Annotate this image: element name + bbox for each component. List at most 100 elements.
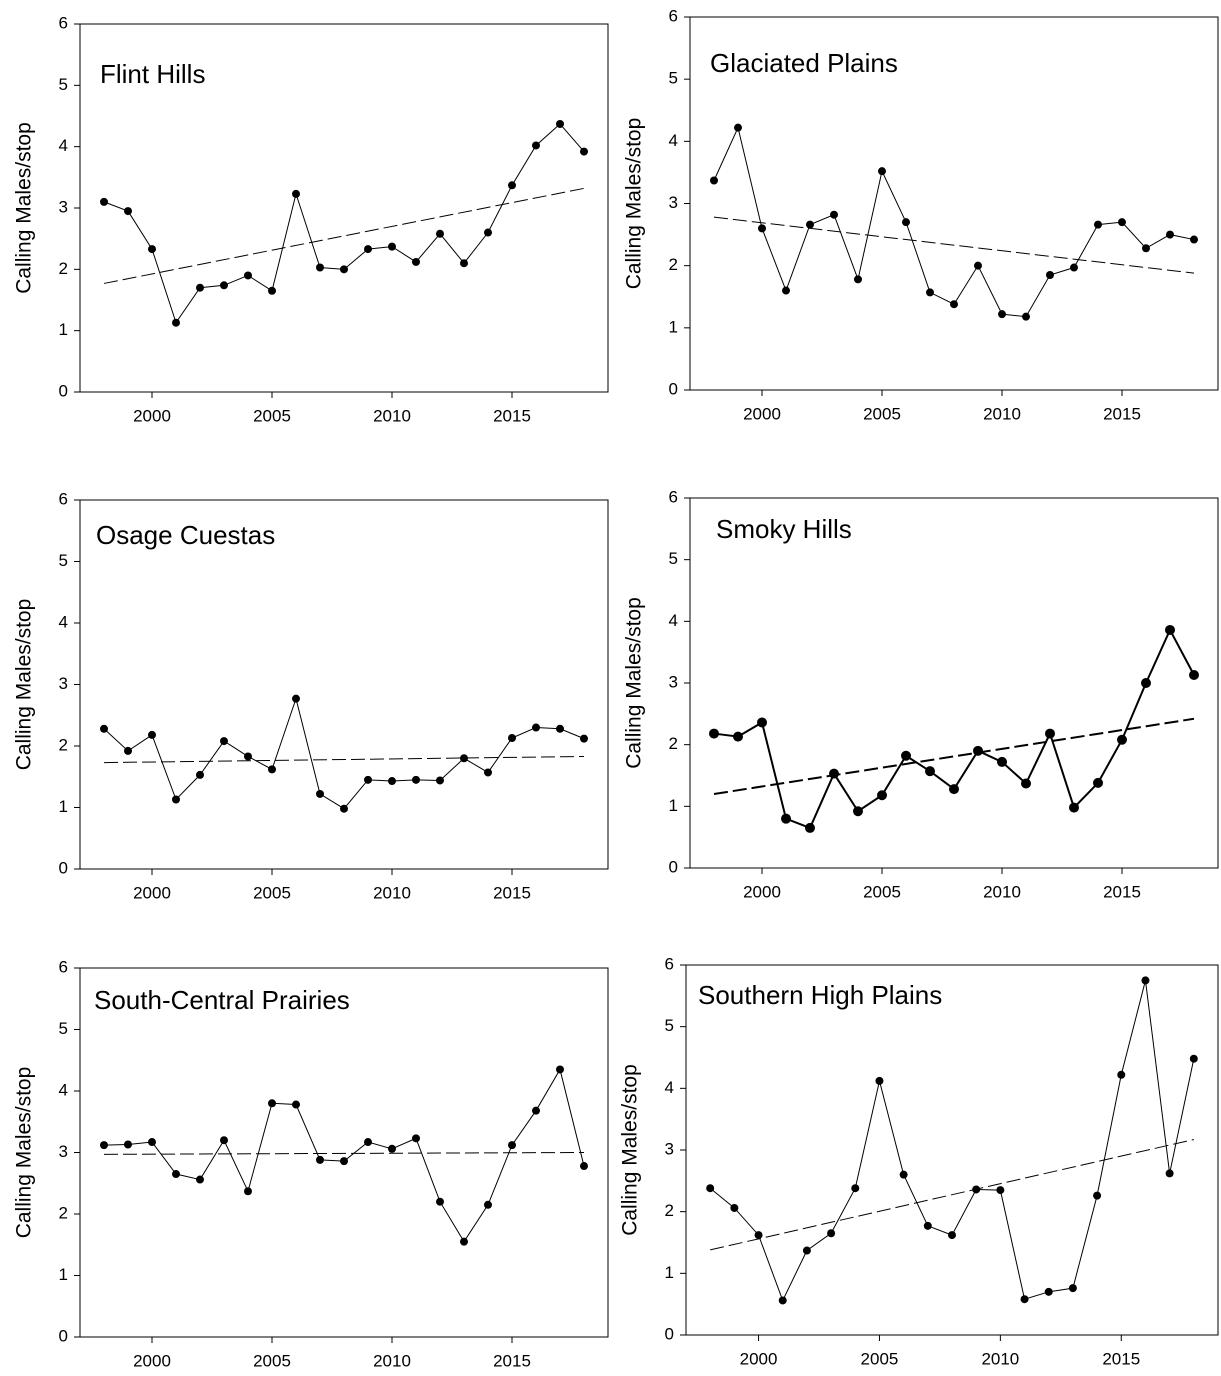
data-line [103, 696, 585, 810]
data-point [364, 775, 372, 784]
data-point [1165, 624, 1175, 635]
y-tick-label: 0 [59, 1326, 68, 1345]
data-point [1020, 1295, 1029, 1304]
data-point [706, 1184, 715, 1193]
data-point [1189, 1054, 1198, 1063]
panel-title: South-Central Prairies [94, 985, 350, 1015]
x-tick-label: 2015 [493, 1351, 531, 1370]
plot-frame [689, 497, 1219, 869]
x-tick-label: 2005 [863, 404, 901, 423]
data-point [580, 734, 588, 743]
data-point [1117, 1070, 1126, 1079]
data-point [364, 245, 372, 254]
y-tick-label: 0 [59, 858, 68, 877]
data-point [556, 119, 564, 128]
data-line [103, 123, 585, 324]
data-point [388, 777, 396, 786]
data-point [1142, 244, 1150, 253]
y-tick-label: 6 [665, 954, 674, 973]
data-point [220, 281, 228, 290]
data-line [103, 1068, 585, 1243]
y-tick-label: 1 [59, 320, 68, 339]
y-tick-label: 1 [665, 1263, 674, 1282]
trend-line [713, 216, 1195, 274]
y-tick-label: 4 [59, 612, 68, 631]
data-point [901, 750, 911, 761]
y-axis-label: Calling Males/stop [13, 1067, 36, 1239]
data-point [949, 784, 959, 795]
y-tick-label: 3 [59, 674, 68, 693]
data-point [100, 1141, 108, 1150]
y-tick-label: 3 [669, 672, 678, 691]
data-point [268, 765, 276, 774]
data-point [1118, 218, 1126, 227]
y-tick-label: 0 [669, 857, 678, 876]
data-point [923, 1221, 932, 1230]
plot-frame [685, 964, 1219, 1336]
y-tick-label: 5 [669, 69, 678, 88]
data-point [754, 1231, 763, 1240]
y-tick-label: 6 [669, 6, 678, 25]
y-tick-label: 0 [59, 381, 68, 400]
data-point [854, 275, 862, 284]
y-tick-label: 0 [669, 379, 678, 398]
trend-line [103, 1152, 585, 1155]
y-tick-label: 0 [665, 1324, 674, 1343]
data-point [1021, 778, 1031, 789]
data-point [998, 310, 1006, 319]
data-point [508, 734, 516, 743]
y-axis-label: Calling Males/stop [13, 122, 36, 294]
y-tick-label: 2 [59, 735, 68, 754]
data-point [244, 1187, 252, 1196]
data-point [244, 752, 252, 761]
data-point [316, 789, 324, 798]
data-point [1070, 263, 1078, 272]
data-point [950, 300, 958, 309]
y-tick-label: 2 [669, 734, 678, 753]
x-tick-label: 2010 [373, 406, 411, 425]
y-tick-label: 1 [59, 797, 68, 816]
data-point [196, 283, 204, 292]
data-point [244, 271, 252, 280]
data-point [436, 229, 444, 238]
data-point [1068, 1284, 1077, 1293]
data-point [364, 1138, 372, 1147]
y-tick-label: 3 [665, 1139, 674, 1158]
data-point [1044, 1287, 1053, 1296]
data-point [148, 1138, 156, 1147]
data-point [268, 1099, 276, 1108]
x-tick-label: 2010 [983, 404, 1021, 423]
y-tick-label: 4 [665, 1078, 674, 1097]
data-point [782, 286, 790, 295]
data-point [556, 1065, 564, 1074]
data-point [292, 1100, 300, 1109]
x-tick-label: 2015 [1103, 404, 1141, 423]
x-tick-label: 2000 [133, 406, 171, 425]
data-point [781, 813, 791, 824]
x-tick-label: 2010 [981, 1349, 1019, 1368]
data-point [172, 318, 180, 327]
data-point [851, 1184, 860, 1193]
data-point [1165, 1169, 1174, 1178]
y-tick-label: 5 [59, 551, 68, 570]
data-point [460, 754, 468, 763]
x-tick-label: 2000 [743, 882, 781, 901]
data-point [388, 1144, 396, 1153]
data-point [875, 1076, 884, 1085]
x-tick-label: 2005 [253, 406, 291, 425]
data-point [758, 224, 766, 233]
y-tick-label: 3 [59, 197, 68, 216]
trend-line [103, 187, 585, 284]
y-tick-label: 4 [59, 1080, 68, 1099]
data-point [853, 806, 863, 817]
y-tick-label: 3 [669, 193, 678, 212]
y-tick-label: 2 [59, 259, 68, 278]
data-point [1093, 777, 1103, 788]
y-axis-label: Calling Males/stop [619, 1064, 642, 1236]
panel-title: Osage Cuestas [96, 520, 275, 550]
data-point [532, 723, 540, 732]
data-point [948, 1231, 956, 1240]
x-tick-label: 2000 [743, 404, 781, 423]
x-tick-label: 2015 [493, 406, 531, 425]
